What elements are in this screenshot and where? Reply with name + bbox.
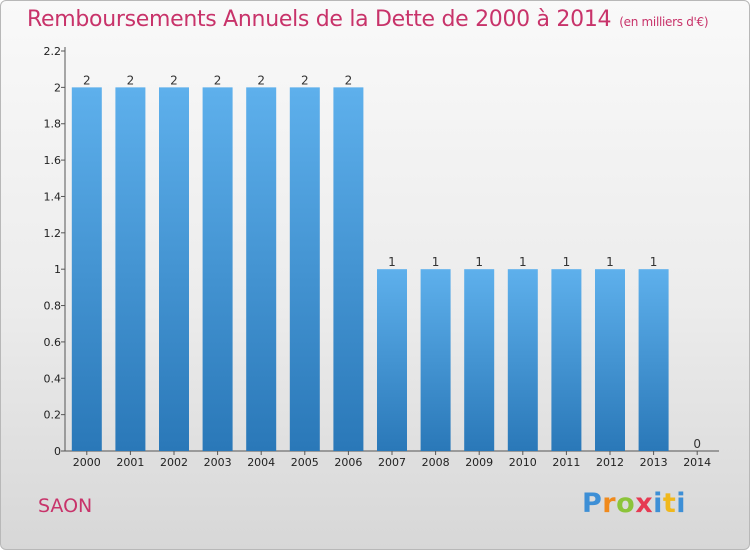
y-tick-label: 0.6: [44, 336, 62, 349]
y-tick-label: 0.2: [44, 409, 62, 422]
bar: [289, 87, 320, 451]
data-label: 2: [257, 73, 265, 87]
data-label: 0: [693, 437, 701, 451]
data-label: 1: [650, 255, 658, 269]
data-label: 1: [563, 255, 571, 269]
y-tick-label: 1.4: [44, 190, 62, 203]
bar: [71, 87, 102, 451]
bar: [551, 269, 582, 451]
y-tick-label: 0.8: [44, 300, 62, 313]
x-tick-label: 2012: [596, 456, 624, 469]
x-tick-label: 2009: [465, 456, 493, 469]
bar: [595, 269, 625, 451]
data-label: 2: [301, 73, 309, 87]
data-label: 2: [83, 73, 91, 87]
bar: [115, 87, 146, 451]
x-tick-label: 2003: [204, 456, 232, 469]
bar: [333, 87, 364, 451]
commune-name: SAON: [38, 495, 93, 517]
proxiti-logo: Proxiti: [582, 488, 687, 519]
y-tick-label: 0: [54, 445, 61, 458]
data-label: 1: [388, 255, 396, 269]
bar: [420, 269, 451, 451]
chart-title: Remboursements Annuels de la Dette de 20…: [27, 7, 709, 32]
bar: [464, 269, 495, 451]
bar: [507, 269, 538, 451]
data-label: 1: [519, 255, 527, 269]
data-label: 2: [170, 73, 178, 87]
x-tick-label: 2005: [291, 456, 319, 469]
y-tick-label: 1.2: [44, 227, 62, 240]
data-label: 1: [432, 255, 440, 269]
x-tick-label: 2014: [683, 456, 711, 469]
x-tick-label: 2004: [247, 456, 275, 469]
y-tick-label: 1: [54, 263, 61, 276]
bar: [246, 87, 277, 451]
x-tick-label: 2013: [640, 456, 668, 469]
bar: [638, 269, 669, 451]
data-label: 2: [214, 73, 222, 87]
chart-unit: (en milliers d'€): [619, 15, 709, 29]
chart-title-text: Remboursements Annuels de la Dette de 20…: [27, 7, 612, 32]
bar: [377, 269, 407, 451]
bar: [159, 87, 189, 451]
y-tick-label: 0.4: [44, 372, 62, 385]
data-label: 2: [127, 73, 135, 87]
x-tick-label: 2011: [552, 456, 580, 469]
x-tick-label: 2000: [73, 456, 101, 469]
y-tick-label: 2: [54, 81, 61, 94]
data-label: 1: [606, 255, 614, 269]
x-tick-label: 2008: [422, 456, 450, 469]
x-tick-label: 2002: [160, 456, 188, 469]
y-tick-label: 1.8: [44, 118, 62, 131]
data-label: 1: [475, 255, 483, 269]
x-tick-label: 2006: [334, 456, 362, 469]
x-tick-label: 2001: [116, 456, 144, 469]
y-tick-label: 2.2: [44, 45, 62, 58]
x-tick-label: 2010: [509, 456, 537, 469]
y-tick-label: 1.6: [44, 154, 62, 167]
data-label: 2: [345, 73, 353, 87]
bar: [202, 87, 233, 451]
x-tick-label: 2007: [378, 456, 406, 469]
